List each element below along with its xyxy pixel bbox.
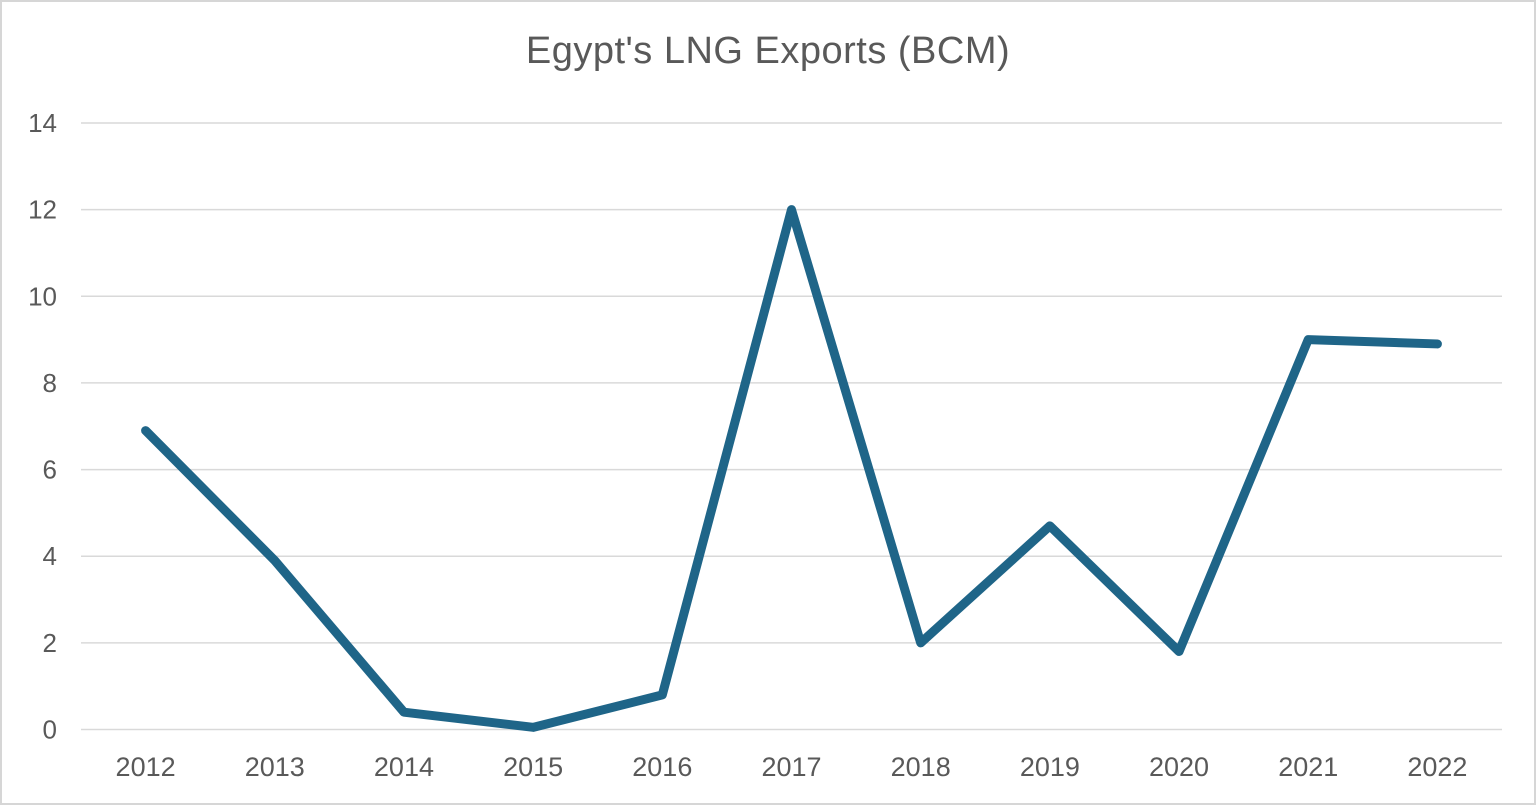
x-tick-label: 2020 bbox=[1149, 752, 1209, 782]
x-tick-label: 2016 bbox=[632, 752, 692, 782]
y-tick-label: 12 bbox=[28, 195, 57, 225]
x-tick-label: 2012 bbox=[116, 752, 176, 782]
chart-title: Egypt's LNG Exports (BCM) bbox=[525, 30, 1011, 72]
x-tick-label: 2014 bbox=[374, 752, 434, 782]
x-tick-label: 2017 bbox=[761, 752, 821, 782]
y-tick-label: 14 bbox=[28, 108, 57, 138]
lng-exports-series-line bbox=[141, 205, 1442, 732]
y-tick-label: 2 bbox=[43, 628, 57, 658]
y-tick-label: 6 bbox=[43, 455, 57, 485]
x-tick-label: 2013 bbox=[245, 752, 305, 782]
x-tick-label: 2019 bbox=[1020, 752, 1080, 782]
x-tick-label: 2022 bbox=[1407, 752, 1467, 782]
y-tick-label: 8 bbox=[43, 368, 57, 398]
x-tick-label: 2018 bbox=[891, 752, 951, 782]
y-tick-label: 4 bbox=[43, 541, 57, 571]
y-tick-label: 10 bbox=[28, 281, 57, 311]
x-tick-label: 2021 bbox=[1278, 752, 1338, 782]
y-tick-label: 0 bbox=[43, 715, 57, 745]
x-tick-label: 2015 bbox=[503, 752, 563, 782]
